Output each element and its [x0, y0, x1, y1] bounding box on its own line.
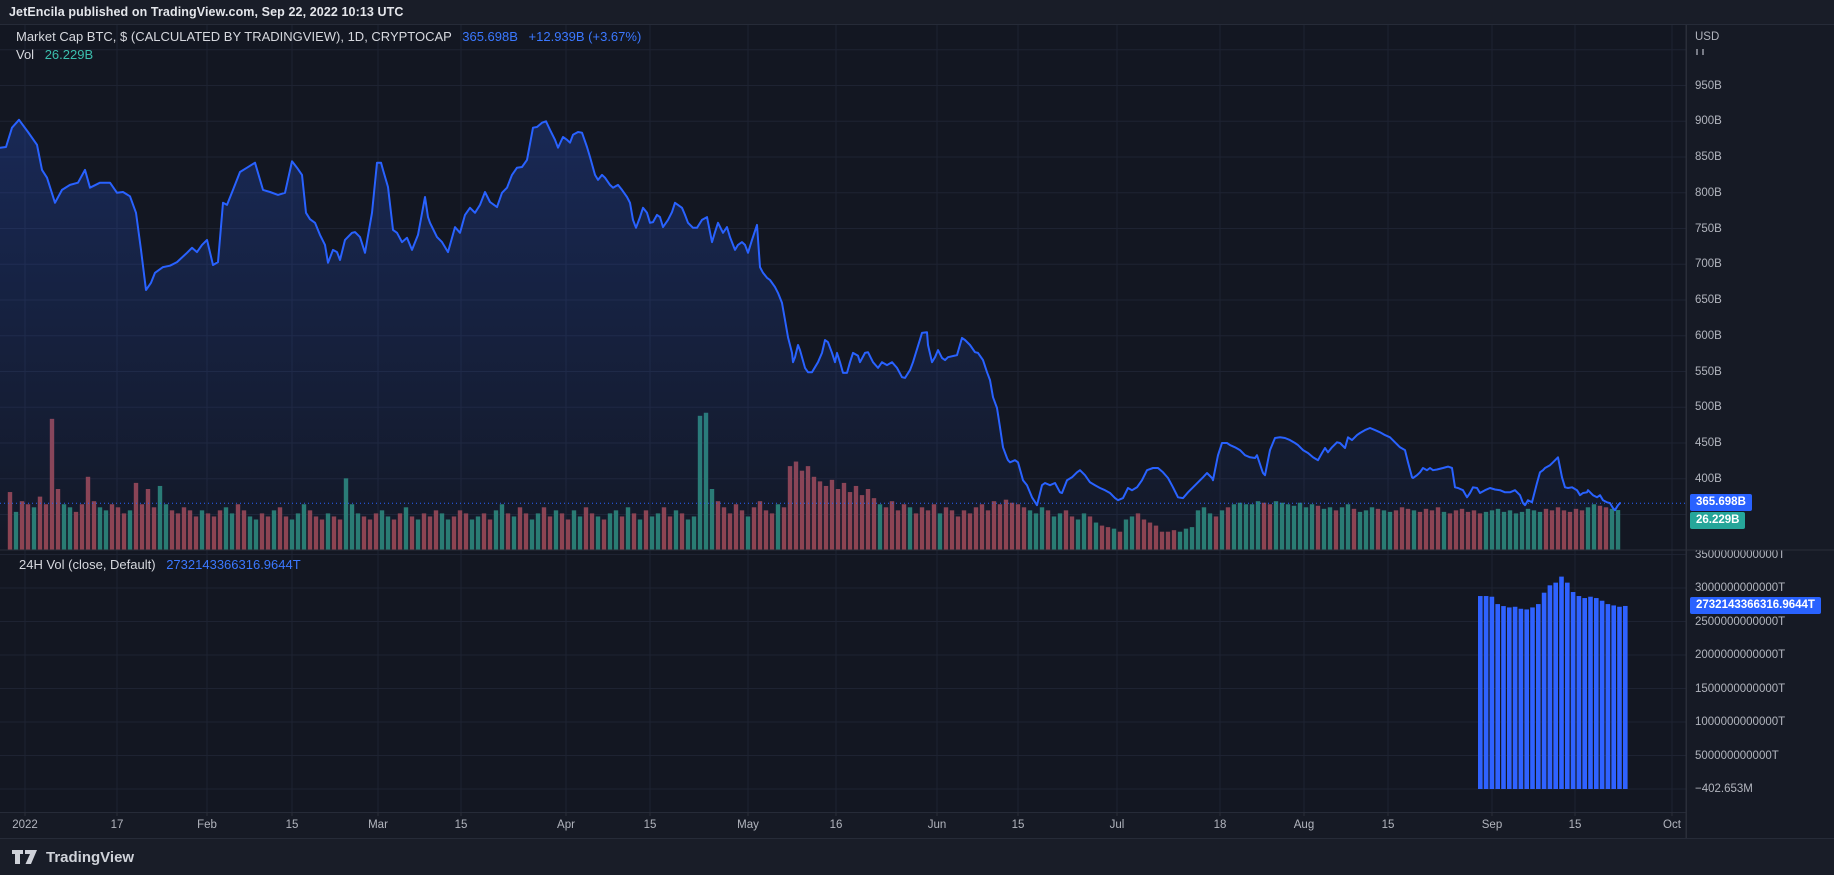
indicator-tick-label: 2500000000000T [1695, 615, 1786, 628]
time-axis[interactable]: 2022 17 Feb 15 Mar 15 Apr 15 May 16 Jun 15 Jul 18 Aug 1… [0, 812, 1686, 838]
snapshot-header: JetEncila published on TradingView.com, … [0, 0, 1834, 25]
indicator-value-badge: 2732143366316.9644T [1690, 596, 1821, 614]
vol-value-text: 26.229B [44, 47, 94, 62]
indicator-value-text: 2732143366316.9644T [166, 557, 301, 572]
volume-legend: Vol 26.229B [16, 47, 93, 62]
last-value-text: 365.698B [462, 29, 518, 44]
time-tick-label: Jul [1109, 819, 1125, 831]
time-tick-label: 15 [1381, 819, 1395, 831]
indicator-tick-label: 1500000000000T [1695, 682, 1786, 695]
price-line [0, 118, 1621, 512]
axis-unit-ticks-icon [1696, 49, 1704, 55]
time-tick-label: Jun [927, 819, 947, 831]
time-tick-label: Sep [1481, 819, 1503, 831]
indicator-tick-label: 3000000000000T [1695, 582, 1786, 594]
indicator-title[interactable]: 24H Vol (close, Default) [19, 557, 156, 572]
price-tick-label: 800B [1695, 186, 1722, 199]
indicator-tick-label: 500000000000T [1695, 749, 1779, 762]
price-tick-label: 550B [1695, 365, 1722, 378]
time-tick-label: 15 [1011, 819, 1025, 831]
price-tick-label: 700B [1695, 258, 1722, 271]
time-tick-label: 18 [1213, 819, 1227, 831]
time-tick-label: 17 [110, 819, 124, 831]
indicator-tick-label: −402.653M [1695, 783, 1753, 795]
price-tick-label: 450B [1695, 437, 1722, 449]
brand-name[interactable]: TradingView [46, 848, 135, 866]
published-byline: JetEncila published on TradingView.com, … [9, 5, 404, 19]
price-tick-label: 650B [1695, 294, 1722, 306]
price-tick-label: 850B [1695, 151, 1722, 163]
time-tick-label: 15 [643, 819, 657, 831]
time-tick-label: Oct [1663, 819, 1681, 831]
tradingview-logo-icon[interactable] [12, 849, 38, 865]
time-tick-label: Mar [368, 819, 388, 831]
time-tick-label: 2022 [12, 819, 38, 831]
indicator-legend: 24H Vol (close, Default) 2732143366316.9… [19, 557, 301, 572]
price-tick-label: 400B [1695, 472, 1722, 485]
price-tick-label: 750B [1695, 222, 1722, 235]
vol-label[interactable]: Vol [16, 47, 35, 62]
axis-unit-label: USD [1695, 31, 1720, 43]
last-price-badge: 365.698B [1690, 494, 1752, 512]
indicator-bars [1478, 576, 1628, 789]
price-tick-label: 950B [1695, 79, 1722, 92]
last-volume-badge: 26.229B [1690, 512, 1746, 530]
main-legend: Market Cap BTC, $ (CALCULATED BY TRADING… [16, 29, 641, 44]
price-tick-label: 600B [1695, 329, 1722, 342]
time-tick-label: Apr [557, 819, 575, 831]
indicator-tick-label: 1000000000000T [1695, 716, 1786, 728]
time-tick-label: 15 [285, 819, 299, 831]
price-tick-label: 900B [1695, 115, 1722, 128]
footer-bar: TradingView [0, 838, 1834, 875]
time-tick-label: 15 [454, 819, 468, 831]
symbol-title[interactable]: Market Cap BTC, $ (CALCULATED BY TRADING… [16, 29, 452, 44]
price-axis[interactable]: USD 950B 900B 850B 800B 750B 700B 650B 600B 550B… [1686, 25, 1834, 838]
indicator-tick-label: 3500000000000T [1695, 548, 1786, 561]
time-tick-label: May [737, 819, 759, 831]
price-tick-label: 500B [1695, 401, 1722, 414]
area-fill [0, 119, 1620, 551]
change-text: +12.939B (+3.67%) [528, 29, 642, 44]
time-tick-label: Feb [197, 819, 217, 831]
time-tick-label: 16 [829, 819, 843, 831]
time-tick-label: Aug [1293, 819, 1315, 831]
time-tick-label: 15 [1568, 819, 1582, 831]
indicator-tick-label: 2000000000000T [1695, 649, 1786, 661]
